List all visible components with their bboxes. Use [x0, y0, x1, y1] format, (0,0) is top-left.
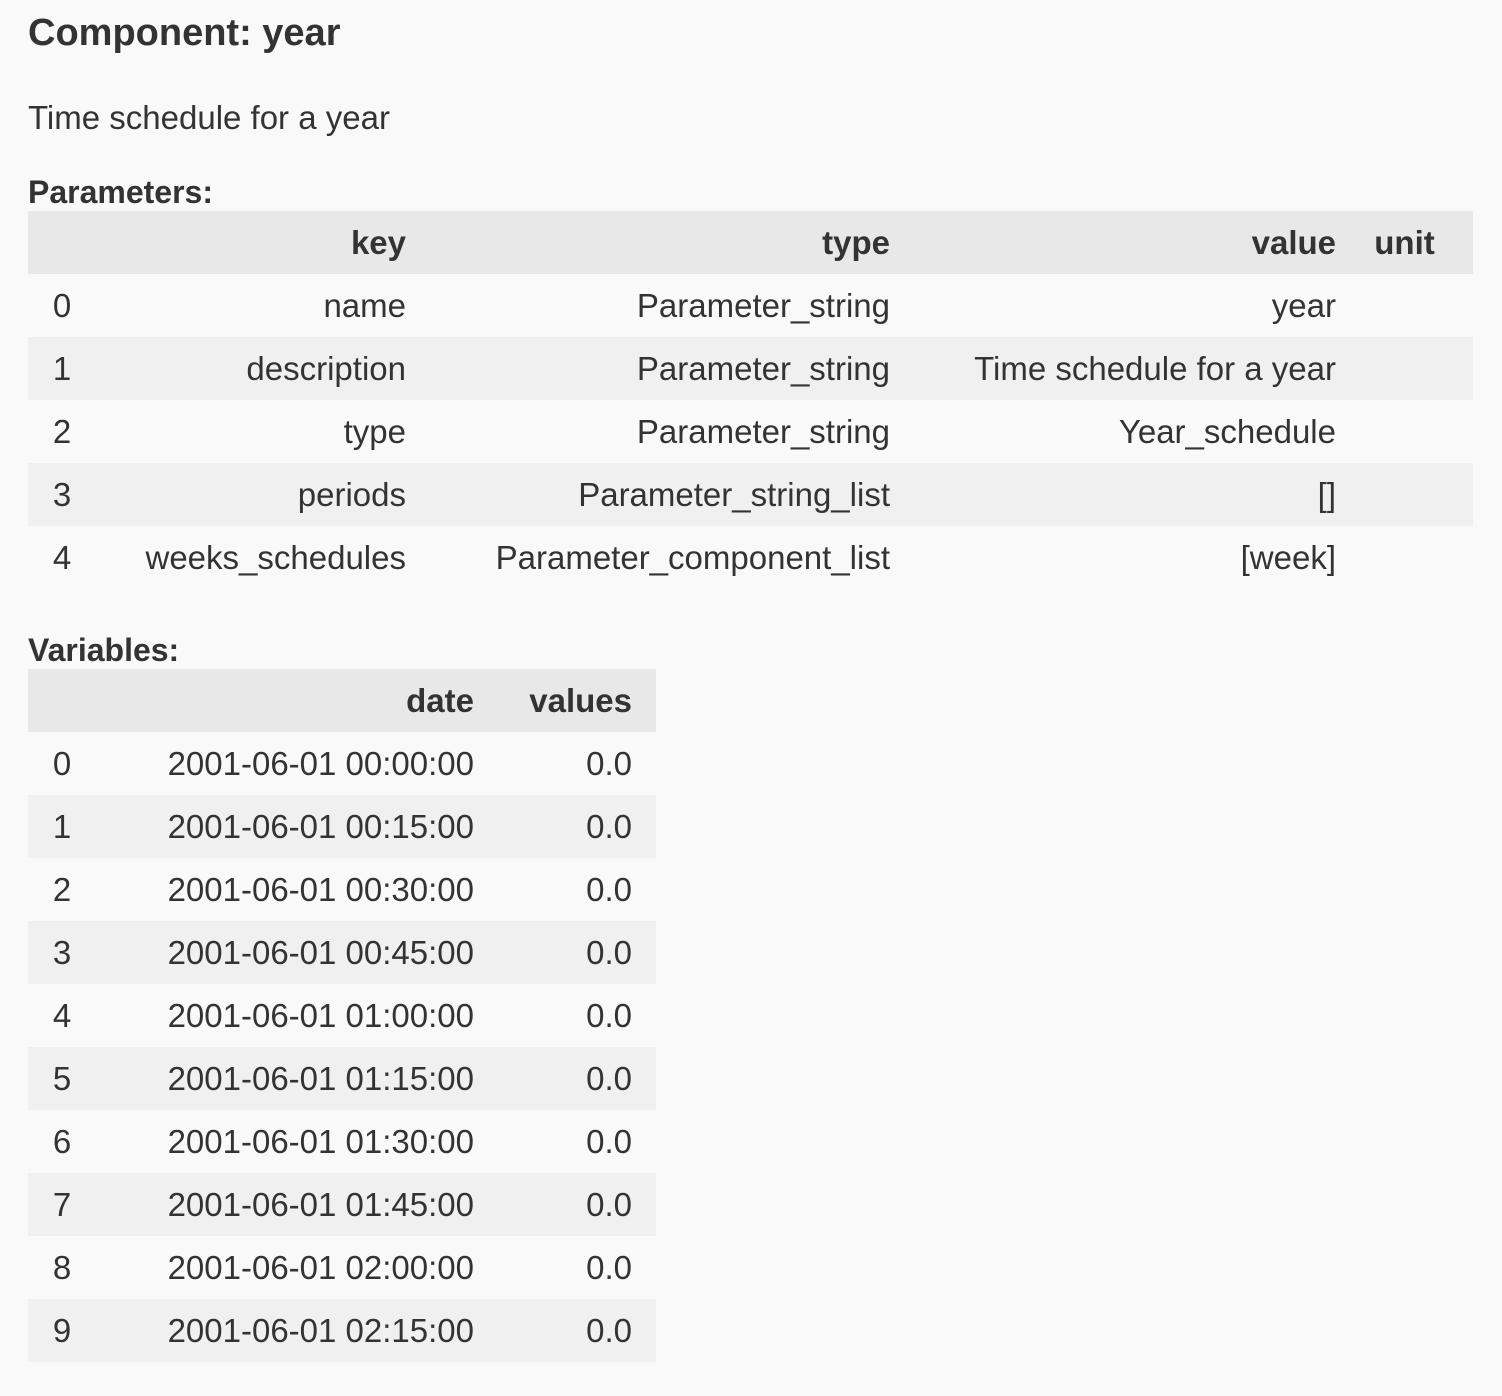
table-row: 2 2001-06-01 00:30:00 0.0	[28, 858, 656, 921]
table-row: 1 2001-06-01 00:15:00 0.0	[28, 795, 656, 858]
row-index: 9	[52, 1311, 72, 1349]
cell-date: 2001-06-01 01:00:00	[167, 996, 474, 1034]
cell-padding	[632, 1236, 656, 1299]
header-date: date	[406, 681, 474, 719]
cell-date: 2001-06-01 00:15:00	[167, 807, 474, 845]
cell-date: 2001-06-01 00:30:00	[167, 870, 474, 908]
header-padding	[632, 669, 656, 732]
table-row: 4 weeks_schedules Parameter_component_li…	[28, 526, 1473, 589]
cell-padding	[632, 1110, 656, 1173]
cell-unit	[1336, 337, 1473, 400]
table-row: 2 type Parameter_string Year_schedule	[28, 400, 1473, 463]
cell-key: description	[246, 349, 406, 387]
cell-padding	[632, 1173, 656, 1236]
row-index: 0	[52, 286, 72, 324]
cell-value: []	[1317, 475, 1336, 513]
component-title: Component: year	[28, 12, 341, 54]
row-index: 0	[52, 744, 72, 782]
parameters-header-row: key type value unit	[28, 211, 1473, 274]
cell-values: 0.0	[586, 807, 632, 845]
component-description: Time schedule for a year	[28, 99, 390, 136]
cell-date: 2001-06-01 00:00:00	[167, 744, 474, 782]
table-row: 3 2001-06-01 00:45:00 0.0	[28, 921, 656, 984]
cell-date: 2001-06-01 02:15:00	[167, 1311, 474, 1349]
variables-table: date values 0 2001-06-01 00:00:00 0.0 1 …	[28, 669, 656, 1362]
cell-key: type	[343, 412, 406, 450]
cell-type: Parameter_string	[636, 286, 890, 324]
header-value: value	[1251, 223, 1336, 261]
cell-type: Parameter_component_list	[495, 538, 890, 576]
cell-values: 0.0	[586, 870, 632, 908]
cell-key: weeks_schedules	[145, 538, 407, 576]
row-index: 7	[52, 1185, 72, 1223]
table-row: 1 description Parameter_string Time sche…	[28, 337, 1473, 400]
table-row: 6 2001-06-01 01:30:00 0.0	[28, 1110, 656, 1173]
cell-type: Parameter_string	[636, 349, 890, 387]
cell-date: 2001-06-01 00:45:00	[167, 933, 474, 971]
header-index	[28, 211, 96, 274]
row-index: 2	[52, 870, 72, 908]
cell-date: 2001-06-01 01:45:00	[167, 1185, 474, 1223]
row-index: 3	[52, 475, 72, 513]
cell-padding	[632, 1299, 656, 1362]
cell-values: 0.0	[586, 744, 632, 782]
cell-padding	[632, 1047, 656, 1110]
cell-values: 0.0	[586, 1059, 632, 1097]
cell-date: 2001-06-01 01:15:00	[167, 1059, 474, 1097]
row-index: 4	[52, 996, 72, 1034]
cell-values: 0.0	[586, 1311, 632, 1349]
row-index: 8	[52, 1248, 72, 1286]
row-index: 1	[52, 807, 72, 845]
table-row: 9 2001-06-01 02:15:00 0.0	[28, 1299, 656, 1362]
cell-date: 2001-06-01 01:30:00	[167, 1122, 474, 1160]
cell-values: 0.0	[586, 1248, 632, 1286]
cell-value: year	[1271, 286, 1336, 324]
table-row: 0 name Parameter_string year	[28, 274, 1473, 337]
parameters-table: key type value unit 0 name Parameter_str…	[28, 211, 1473, 589]
cell-padding	[632, 858, 656, 921]
row-index: 6	[52, 1122, 72, 1160]
variables-label: Variables:	[28, 632, 180, 668]
cell-type: Parameter_string_list	[578, 475, 890, 513]
table-row: 8 2001-06-01 02:00:00 0.0	[28, 1236, 656, 1299]
cell-values: 0.0	[586, 1185, 632, 1223]
cell-padding	[632, 921, 656, 984]
cell-key: periods	[297, 475, 406, 513]
cell-value: Year_schedule	[1118, 412, 1336, 450]
table-row: 7 2001-06-01 01:45:00 0.0	[28, 1173, 656, 1236]
cell-padding	[632, 732, 656, 795]
row-index: 2	[52, 412, 72, 450]
header-unit: unit	[1374, 223, 1435, 261]
cell-padding	[632, 984, 656, 1047]
variables-header-row: date values	[28, 669, 656, 732]
table-row: 5 2001-06-01 01:15:00 0.0	[28, 1047, 656, 1110]
cell-date: 2001-06-01 02:00:00	[167, 1248, 474, 1286]
cell-unit	[1336, 526, 1473, 589]
cell-values: 0.0	[586, 933, 632, 971]
row-index: 4	[52, 538, 72, 576]
row-index: 3	[52, 933, 72, 971]
header-type: type	[822, 223, 890, 261]
cell-value: Time schedule for a year	[974, 349, 1336, 387]
cell-type: Parameter_string	[636, 412, 890, 450]
cell-value: [week]	[1240, 538, 1336, 576]
cell-values: 0.0	[586, 1122, 632, 1160]
row-index: 5	[52, 1059, 72, 1097]
cell-key: name	[323, 286, 406, 324]
table-row: 4 2001-06-01 01:00:00 0.0	[28, 984, 656, 1047]
header-key: key	[350, 223, 406, 261]
cell-padding	[632, 795, 656, 858]
row-index: 1	[52, 349, 72, 387]
cell-unit	[1336, 400, 1473, 463]
table-row: 3 periods Parameter_string_list []	[28, 463, 1473, 526]
table-row: 0 2001-06-01 00:00:00 0.0	[28, 732, 656, 795]
header-values: values	[529, 681, 632, 719]
parameters-label: Parameters:	[28, 174, 213, 210]
header-index	[28, 669, 96, 732]
cell-values: 0.0	[586, 996, 632, 1034]
cell-unit	[1336, 274, 1473, 337]
cell-unit	[1336, 463, 1473, 526]
